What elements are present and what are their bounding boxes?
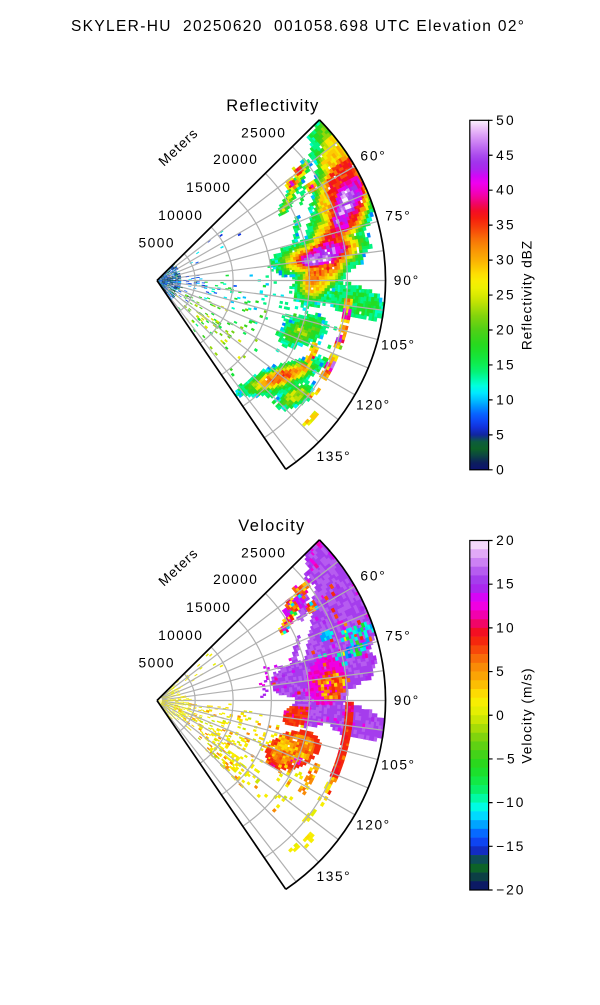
svg-text:45: 45	[496, 148, 514, 163]
svg-text:20000: 20000	[213, 152, 257, 167]
svg-text:135°: 135°	[317, 869, 350, 884]
svg-text:0: 0	[496, 708, 504, 723]
svg-text:60°: 60°	[360, 569, 384, 584]
svg-text:−15: −15	[496, 839, 524, 854]
svg-text:5: 5	[496, 427, 504, 442]
svg-text:10: 10	[496, 392, 514, 407]
svg-text:Reflectivity: Reflectivity	[226, 97, 319, 115]
svg-text:25000: 25000	[241, 126, 285, 141]
svg-text:75°: 75°	[385, 629, 409, 644]
svg-text:Velocity (m/s): Velocity (m/s)	[520, 668, 535, 763]
svg-text:105°: 105°	[381, 337, 414, 352]
svg-text:75°: 75°	[385, 209, 409, 224]
svg-text:40: 40	[496, 183, 514, 198]
svg-text:25000: 25000	[241, 546, 285, 561]
svg-text:20: 20	[496, 533, 514, 548]
svg-text:90°: 90°	[394, 693, 418, 708]
svg-text:25: 25	[496, 288, 514, 303]
svg-text:20: 20	[496, 323, 514, 338]
svg-text:30: 30	[496, 253, 514, 268]
svg-text:10000: 10000	[158, 208, 202, 223]
svg-text:135°: 135°	[317, 449, 350, 464]
svg-text:−20: −20	[496, 883, 524, 898]
svg-text:15: 15	[496, 577, 514, 592]
svg-text:−10: −10	[496, 795, 524, 810]
svg-text:20000: 20000	[213, 572, 257, 587]
svg-text:60°: 60°	[360, 149, 384, 164]
svg-text:0: 0	[496, 462, 504, 477]
svg-text:50: 50	[496, 113, 514, 128]
svg-text:Velocity: Velocity	[238, 517, 305, 535]
svg-text:120°: 120°	[356, 398, 389, 413]
svg-text:15000: 15000	[186, 180, 230, 195]
svg-text:5000: 5000	[139, 656, 174, 671]
svg-text:5: 5	[496, 664, 504, 679]
svg-text:10: 10	[496, 620, 514, 635]
svg-text:10000: 10000	[158, 628, 202, 643]
svg-text:15: 15	[496, 357, 514, 372]
svg-text:Reflectivity dBZ: Reflectivity dBZ	[520, 241, 535, 350]
svg-text:90°: 90°	[394, 273, 418, 288]
svg-text:120°: 120°	[356, 818, 389, 833]
svg-text:5000: 5000	[139, 236, 174, 251]
svg-text:SKYLER-HU 20250620 001058.69: SKYLER-HU 20250620 001058.698 UTC Elevat…	[71, 18, 524, 35]
svg-text:35: 35	[496, 218, 514, 233]
svg-text:105°: 105°	[381, 757, 414, 772]
svg-text:15000: 15000	[186, 600, 230, 615]
